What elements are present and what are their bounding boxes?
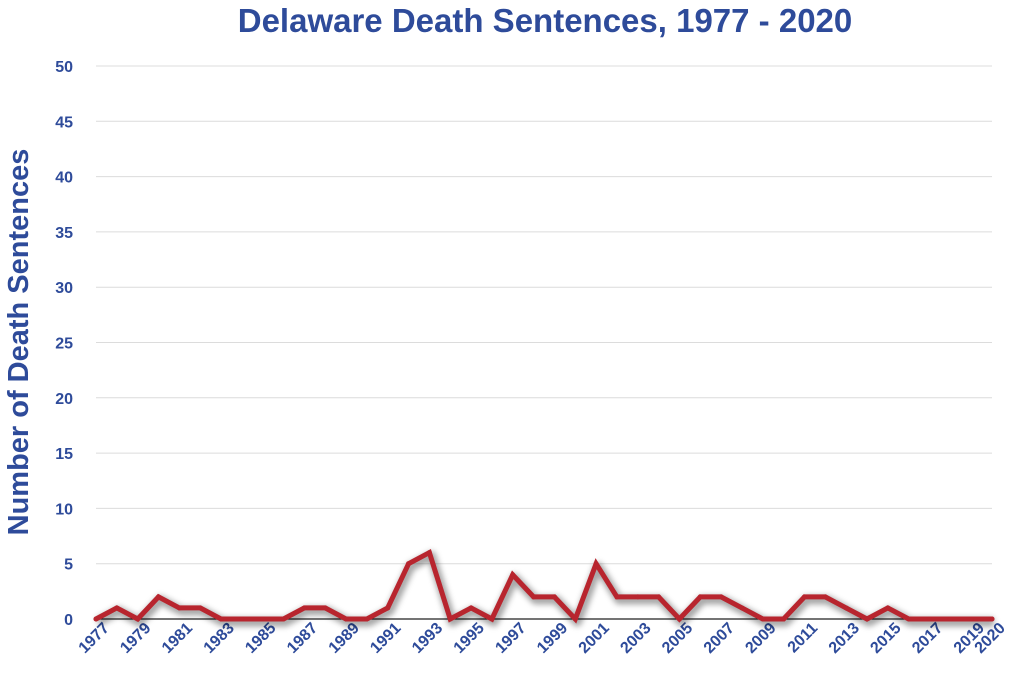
y-tick-label: 35: [55, 225, 73, 242]
data-point: [114, 605, 120, 611]
data-point: [197, 605, 203, 611]
x-tick-label: 2001: [576, 620, 613, 657]
data-point: [551, 594, 557, 600]
x-tick-label: 2007: [701, 620, 738, 657]
x-tick-label: 1981: [159, 620, 196, 657]
data-point: [510, 572, 516, 578]
y-tick-labels: 0 5 10 15 20 25 30 35 40 45 50: [55, 59, 73, 629]
data-point: [176, 605, 182, 611]
data-point: [531, 594, 537, 600]
data-point: [281, 616, 287, 622]
data-point: [468, 605, 474, 611]
data-point: [239, 616, 245, 622]
y-tick-label: 15: [55, 446, 73, 463]
data-point: [93, 616, 99, 622]
data-point: [322, 605, 328, 611]
x-tick-label: 1997: [492, 620, 529, 657]
data-point: [697, 594, 703, 600]
data-point: [260, 616, 266, 622]
data-point: [343, 616, 349, 622]
data-point: [822, 594, 828, 600]
x-tick-label: 2013: [826, 620, 863, 657]
data-point: [426, 550, 432, 556]
data-point: [489, 616, 495, 622]
data-point: [864, 616, 870, 622]
series-line-group: [93, 548, 995, 627]
data-point: [385, 605, 391, 611]
data-point: [218, 616, 224, 622]
data-point: [656, 594, 662, 600]
data-point: [718, 594, 724, 600]
data-point: [572, 616, 578, 622]
data-point: [781, 616, 787, 622]
data-point: [843, 605, 849, 611]
data-point: [676, 616, 682, 622]
data-point: [614, 594, 620, 600]
y-tick-label: 25: [55, 336, 73, 353]
data-point: [406, 561, 412, 567]
x-tick-label: 1991: [367, 620, 404, 657]
x-tick-label: 1999: [534, 620, 571, 657]
data-point: [801, 594, 807, 600]
data-point: [364, 616, 370, 622]
gridlines: [96, 65, 992, 565]
data-point: [947, 616, 953, 622]
x-tick-label: 1993: [409, 620, 446, 657]
data-point: [635, 594, 641, 600]
data-point: [135, 616, 141, 622]
y-tick-label: 5: [64, 557, 73, 574]
data-point: [989, 616, 995, 622]
data-point: [760, 616, 766, 622]
data-point: [906, 616, 912, 622]
x-tick-label: 2005: [659, 620, 696, 657]
data-point: [739, 605, 745, 611]
series-line-shadow: [95, 551, 994, 627]
data-point: [968, 616, 974, 622]
data-point: [926, 616, 932, 622]
chart-title: Delaware Death Sentences, 1977 - 2020: [238, 2, 853, 39]
data-point: [593, 561, 599, 567]
x-tick-label: 2003: [617, 620, 654, 657]
y-tick-label: 20: [55, 391, 73, 408]
x-tick-label: 1987: [284, 620, 321, 657]
y-tick-label: 40: [55, 170, 73, 187]
x-tick-label: 1977: [76, 620, 113, 657]
data-point: [885, 605, 891, 611]
x-tick-label: 1979: [117, 620, 154, 657]
y-tick-label: 0: [64, 612, 73, 629]
y-tick-label: 45: [55, 114, 73, 131]
y-axis-label: Number of Death Sentences: [3, 149, 35, 536]
y-tick-label: 50: [55, 59, 73, 76]
y-tick-label: 10: [55, 501, 73, 518]
x-tick-label: 2011: [785, 620, 822, 657]
x-tick-label: 2015: [867, 620, 904, 657]
data-point: [301, 605, 307, 611]
y-tick-label: 30: [55, 280, 73, 297]
series-line: [93, 548, 995, 624]
x-tick-label: 1995: [451, 620, 488, 657]
data-point: [447, 616, 453, 622]
data-point: [156, 594, 162, 600]
